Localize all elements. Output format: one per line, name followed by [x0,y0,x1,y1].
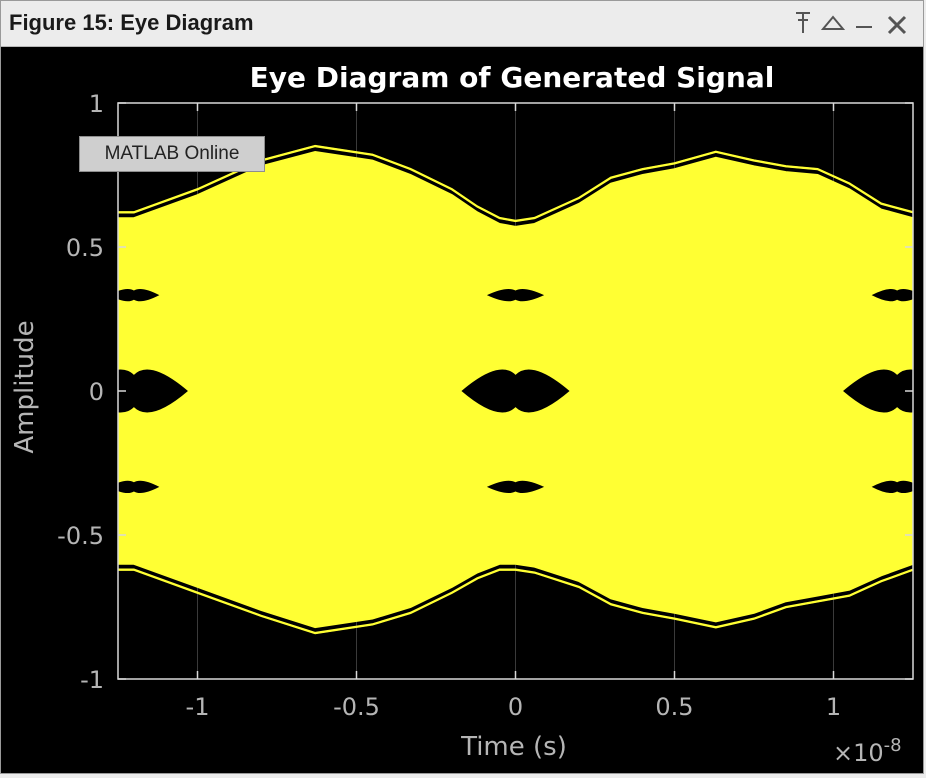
y-tick-label: 0.5 [66,234,104,262]
x-tick-label: -1 [186,693,210,721]
eye-opening [486,480,545,494]
matlab-online-tooltip: MATLAB Online [79,136,265,172]
eye-opening [843,369,913,413]
triangle-up-icon[interactable] [821,9,845,37]
eye-opening [118,369,188,413]
y-tick-label: -0.5 [57,522,104,550]
eye-opening [118,288,160,302]
eye-diagram-chart[interactable]: -1 -0.5 0 0.5 1 -1 -0.5 0 0.5 1 Eye Diagram of Ge… [1,47,923,773]
y-tick-label: -1 [80,666,104,694]
upper-trace-line [118,144,914,222]
title-bar[interactable]: Figure 15: Eye Diagram [1,1,923,47]
eye-opening [461,369,570,413]
eye-openings [118,288,913,494]
window-title: Figure 15: Eye Diagram [9,10,254,35]
x-axis-label: Time (s) [460,732,567,762]
x-tick-label: 0.5 [655,693,693,721]
lower-trace-line [118,562,914,629]
x-tick-label: -0.5 [333,693,380,721]
x-exponent-label: ×10-8 [833,735,902,767]
lower-trace-line [118,568,914,635]
x-tick-label: 1 [826,693,841,721]
eye-opening [871,288,913,302]
eye-opening [871,480,913,494]
pin-icon[interactable] [791,9,815,37]
close-icon[interactable] [885,9,909,37]
x-tick-label: 0 [508,693,523,721]
tick-marks: -1 -0.5 0 0.5 1 -1 -0.5 0 0.5 1 [57,90,913,721]
eye-opening [486,288,545,302]
y-tick-label: 1 [89,90,104,118]
upper-trace-line [118,150,914,228]
plot-area: -1 -0.5 0 0.5 1 -1 -0.5 0 0.5 1 Eye Diagram of Ge… [1,47,923,773]
minimize-icon[interactable] [853,9,877,37]
y-tick-label: 0 [89,378,104,406]
eye-opening [118,480,160,494]
chart-title: Eye Diagram of Generated Signal [250,61,775,94]
y-axis-label: Amplitude [10,320,40,453]
